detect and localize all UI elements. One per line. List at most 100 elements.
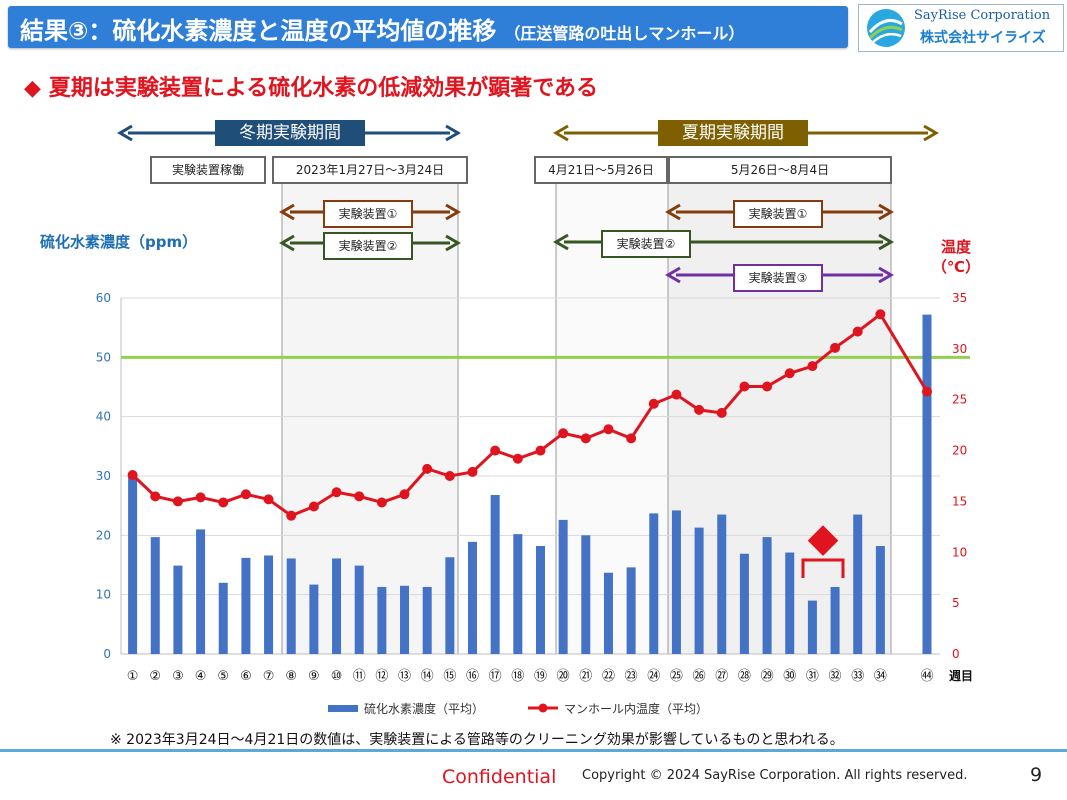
logo-text-en: SayRise Corporation	[914, 8, 1051, 23]
temperature-point	[467, 466, 478, 477]
y2-tick-label: 25	[952, 393, 967, 407]
legend-bar-swatch	[328, 705, 358, 712]
x-axis-title: 週目	[949, 668, 973, 683]
y2-tick-label: 0	[952, 647, 960, 661]
winter-period-region	[281, 181, 459, 655]
x-tick-label: ⑳	[557, 669, 570, 684]
x-tick-label: ⑭	[421, 669, 434, 684]
y-tick-label: 0	[103, 647, 111, 661]
logo-text-jp: 株式会社サイライズ	[920, 30, 1046, 46]
temperature-point	[852, 326, 863, 337]
slide-title: 結果③：硫化水素濃度と温度の平均値の推移 （圧送管路の吐出しマンホール）	[20, 11, 744, 46]
x-tick-label: ②	[149, 669, 161, 684]
summer-date-range-1: 4月21日～5月26日	[534, 156, 668, 184]
bar	[626, 567, 636, 654]
bar	[603, 572, 613, 654]
x-tick-label: ㉘	[738, 669, 751, 684]
x-tick-label: ⑥	[240, 669, 252, 684]
bar	[422, 586, 432, 654]
slide-subtitle: （圧送管路の吐出しマンホール）	[504, 24, 745, 43]
x-tick-label: ⑫	[375, 669, 388, 684]
device-2-winter-arrow-head-left	[279, 234, 295, 252]
temperature-point	[240, 489, 251, 500]
y-tick-label: 10	[96, 588, 111, 602]
temperature-point	[422, 463, 433, 474]
bar	[445, 557, 455, 654]
y2-tick-label: 35	[952, 291, 967, 305]
bar	[922, 314, 932, 654]
temperature-point	[830, 342, 841, 353]
device-1-summer-arrow-head-left	[665, 203, 681, 221]
headline-text: 夏期は実験装置による硫化水素の低減効果が顕著である	[48, 76, 599, 101]
temperature-point	[354, 491, 365, 502]
y-tick-label: 60	[96, 291, 111, 305]
bar	[671, 510, 681, 654]
bar	[400, 585, 410, 654]
bar	[332, 558, 342, 654]
temperature-point	[127, 469, 138, 480]
bar	[490, 494, 500, 654]
bar	[196, 529, 206, 654]
bar	[218, 582, 228, 654]
x-tick-label: ③	[172, 669, 184, 684]
device-2-summer-arrow-head-right	[878, 233, 894, 251]
bar	[286, 558, 296, 654]
temperature-point	[762, 381, 773, 392]
temperature-point	[399, 489, 410, 500]
x-tick-label: ⑬	[398, 669, 411, 684]
y2-tick-label: 15	[952, 494, 967, 508]
temperature-point	[535, 445, 546, 456]
temperature-point	[150, 491, 161, 502]
x-tick-label: ⑮	[443, 669, 456, 684]
temperature-point	[376, 497, 387, 508]
logo-icon	[867, 9, 905, 47]
x-tick-label: ⑱	[511, 669, 524, 684]
temperature-point	[218, 497, 229, 508]
temperature-point	[716, 407, 727, 418]
x-tick-label: ⑤	[217, 669, 229, 684]
device-3-summer-label: 実験装置③	[733, 264, 823, 292]
device-1-winter-label: 実験装置①	[323, 200, 413, 228]
temperature-point	[444, 471, 455, 481]
x-tick-label: ㉚	[783, 669, 796, 684]
temperature-point	[648, 398, 659, 409]
temperature-point	[626, 433, 637, 444]
y2-tick-label: 10	[952, 545, 967, 559]
bar	[513, 534, 523, 654]
bar	[649, 513, 659, 654]
device-3-summer-arrow-head-right	[878, 266, 894, 284]
winter-period-arrow-head-right	[445, 124, 461, 142]
temperature-point	[558, 428, 569, 439]
x-tick-label: ㉞	[874, 669, 887, 684]
bar	[150, 537, 160, 654]
legend-line-label: マンホール内温度（平均）	[564, 701, 708, 716]
temperature-point	[875, 309, 886, 320]
summer-date-range-2: 5月26日～8月4日	[668, 156, 892, 184]
temperature-point	[694, 404, 705, 415]
device-1-winter-arrow-head-left	[279, 203, 295, 221]
bar	[309, 584, 319, 654]
temperature-point	[784, 368, 795, 379]
x-tick-label: ㉖	[693, 669, 706, 684]
device-1-summer-arrow-head-right	[878, 203, 894, 221]
x-tick-label: ㉒	[602, 669, 615, 684]
headline: ◆ 夏期は実験装置による硫化水素の低減効果が顕著である	[24, 70, 598, 102]
x-tick-label: ⑨	[308, 669, 320, 684]
temperature-point	[172, 496, 183, 507]
bar	[830, 586, 840, 654]
x-tick-label: ㉑	[579, 669, 592, 684]
legend-line-marker	[538, 703, 548, 713]
temperature-point	[603, 424, 614, 435]
bar	[739, 553, 749, 654]
bar	[807, 600, 817, 654]
y2-tick-label: 5	[952, 596, 960, 610]
temperature-point	[671, 389, 682, 400]
x-tick-label: ④	[195, 669, 207, 684]
x-tick-label: ⑩	[331, 669, 343, 684]
device-2-summer-label: 実験装置②	[601, 230, 691, 258]
winter-period-arrow-head-left	[117, 124, 133, 142]
footer-divider	[0, 749, 1067, 752]
y-axis-title: 硫化水素濃度（ppm）	[40, 233, 198, 251]
bar	[354, 565, 364, 654]
temperature-point	[308, 501, 319, 512]
